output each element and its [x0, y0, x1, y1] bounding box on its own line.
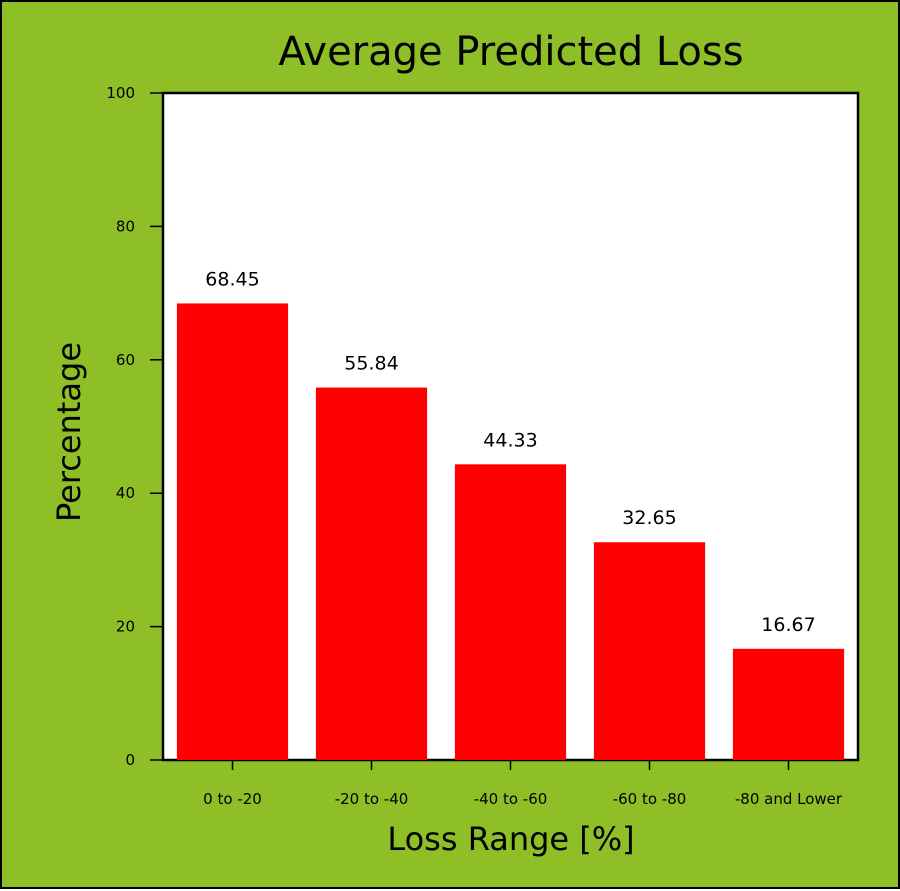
y-tick-label-5: 80: [116, 217, 135, 235]
x-tick-label-2: -20 to -40: [335, 790, 409, 808]
chart-title: Average Predicted Loss: [278, 29, 743, 75]
x-tick-label-3: -40 to -60: [474, 790, 548, 808]
x-tick-label-4: -60 to -80: [613, 790, 687, 808]
x-axis-label: Loss Range [%]: [387, 820, 634, 858]
bar-1: [176, 303, 289, 760]
bar-4: [593, 542, 706, 760]
data-label-5: 16.67: [761, 614, 815, 636]
bar-2: [315, 387, 428, 760]
y-tick-label-3: 40: [116, 484, 135, 502]
y-tick-label-1: 0: [125, 751, 135, 769]
x-axis-ticks: 0 to -20 -20 to -40 -40 to -60 -60 to -80 -8…: [203, 760, 843, 808]
y-axis-ticks: 0 20 40 60 80 100: [106, 84, 163, 769]
x-tick-label-1: 0 to -20: [203, 790, 262, 808]
bar-3: [454, 464, 567, 760]
y-tick-label-2: 20: [116, 618, 135, 636]
data-label-4: 32.65: [622, 507, 676, 529]
x-tick-label-5: -80 and Lower: [735, 790, 843, 808]
y-tick-label-4: 60: [116, 351, 135, 369]
y-axis-label: Percentage: [50, 342, 88, 522]
data-label-1: 68.45: [205, 268, 259, 290]
bars-group: 68.45 55.84 44.33 32.65 16.67: [176, 268, 845, 760]
y-tick-label-6: 100: [106, 84, 135, 102]
data-label-3: 44.33: [483, 429, 537, 451]
data-label-2: 55.84: [344, 353, 398, 375]
bar-5: [732, 648, 845, 760]
